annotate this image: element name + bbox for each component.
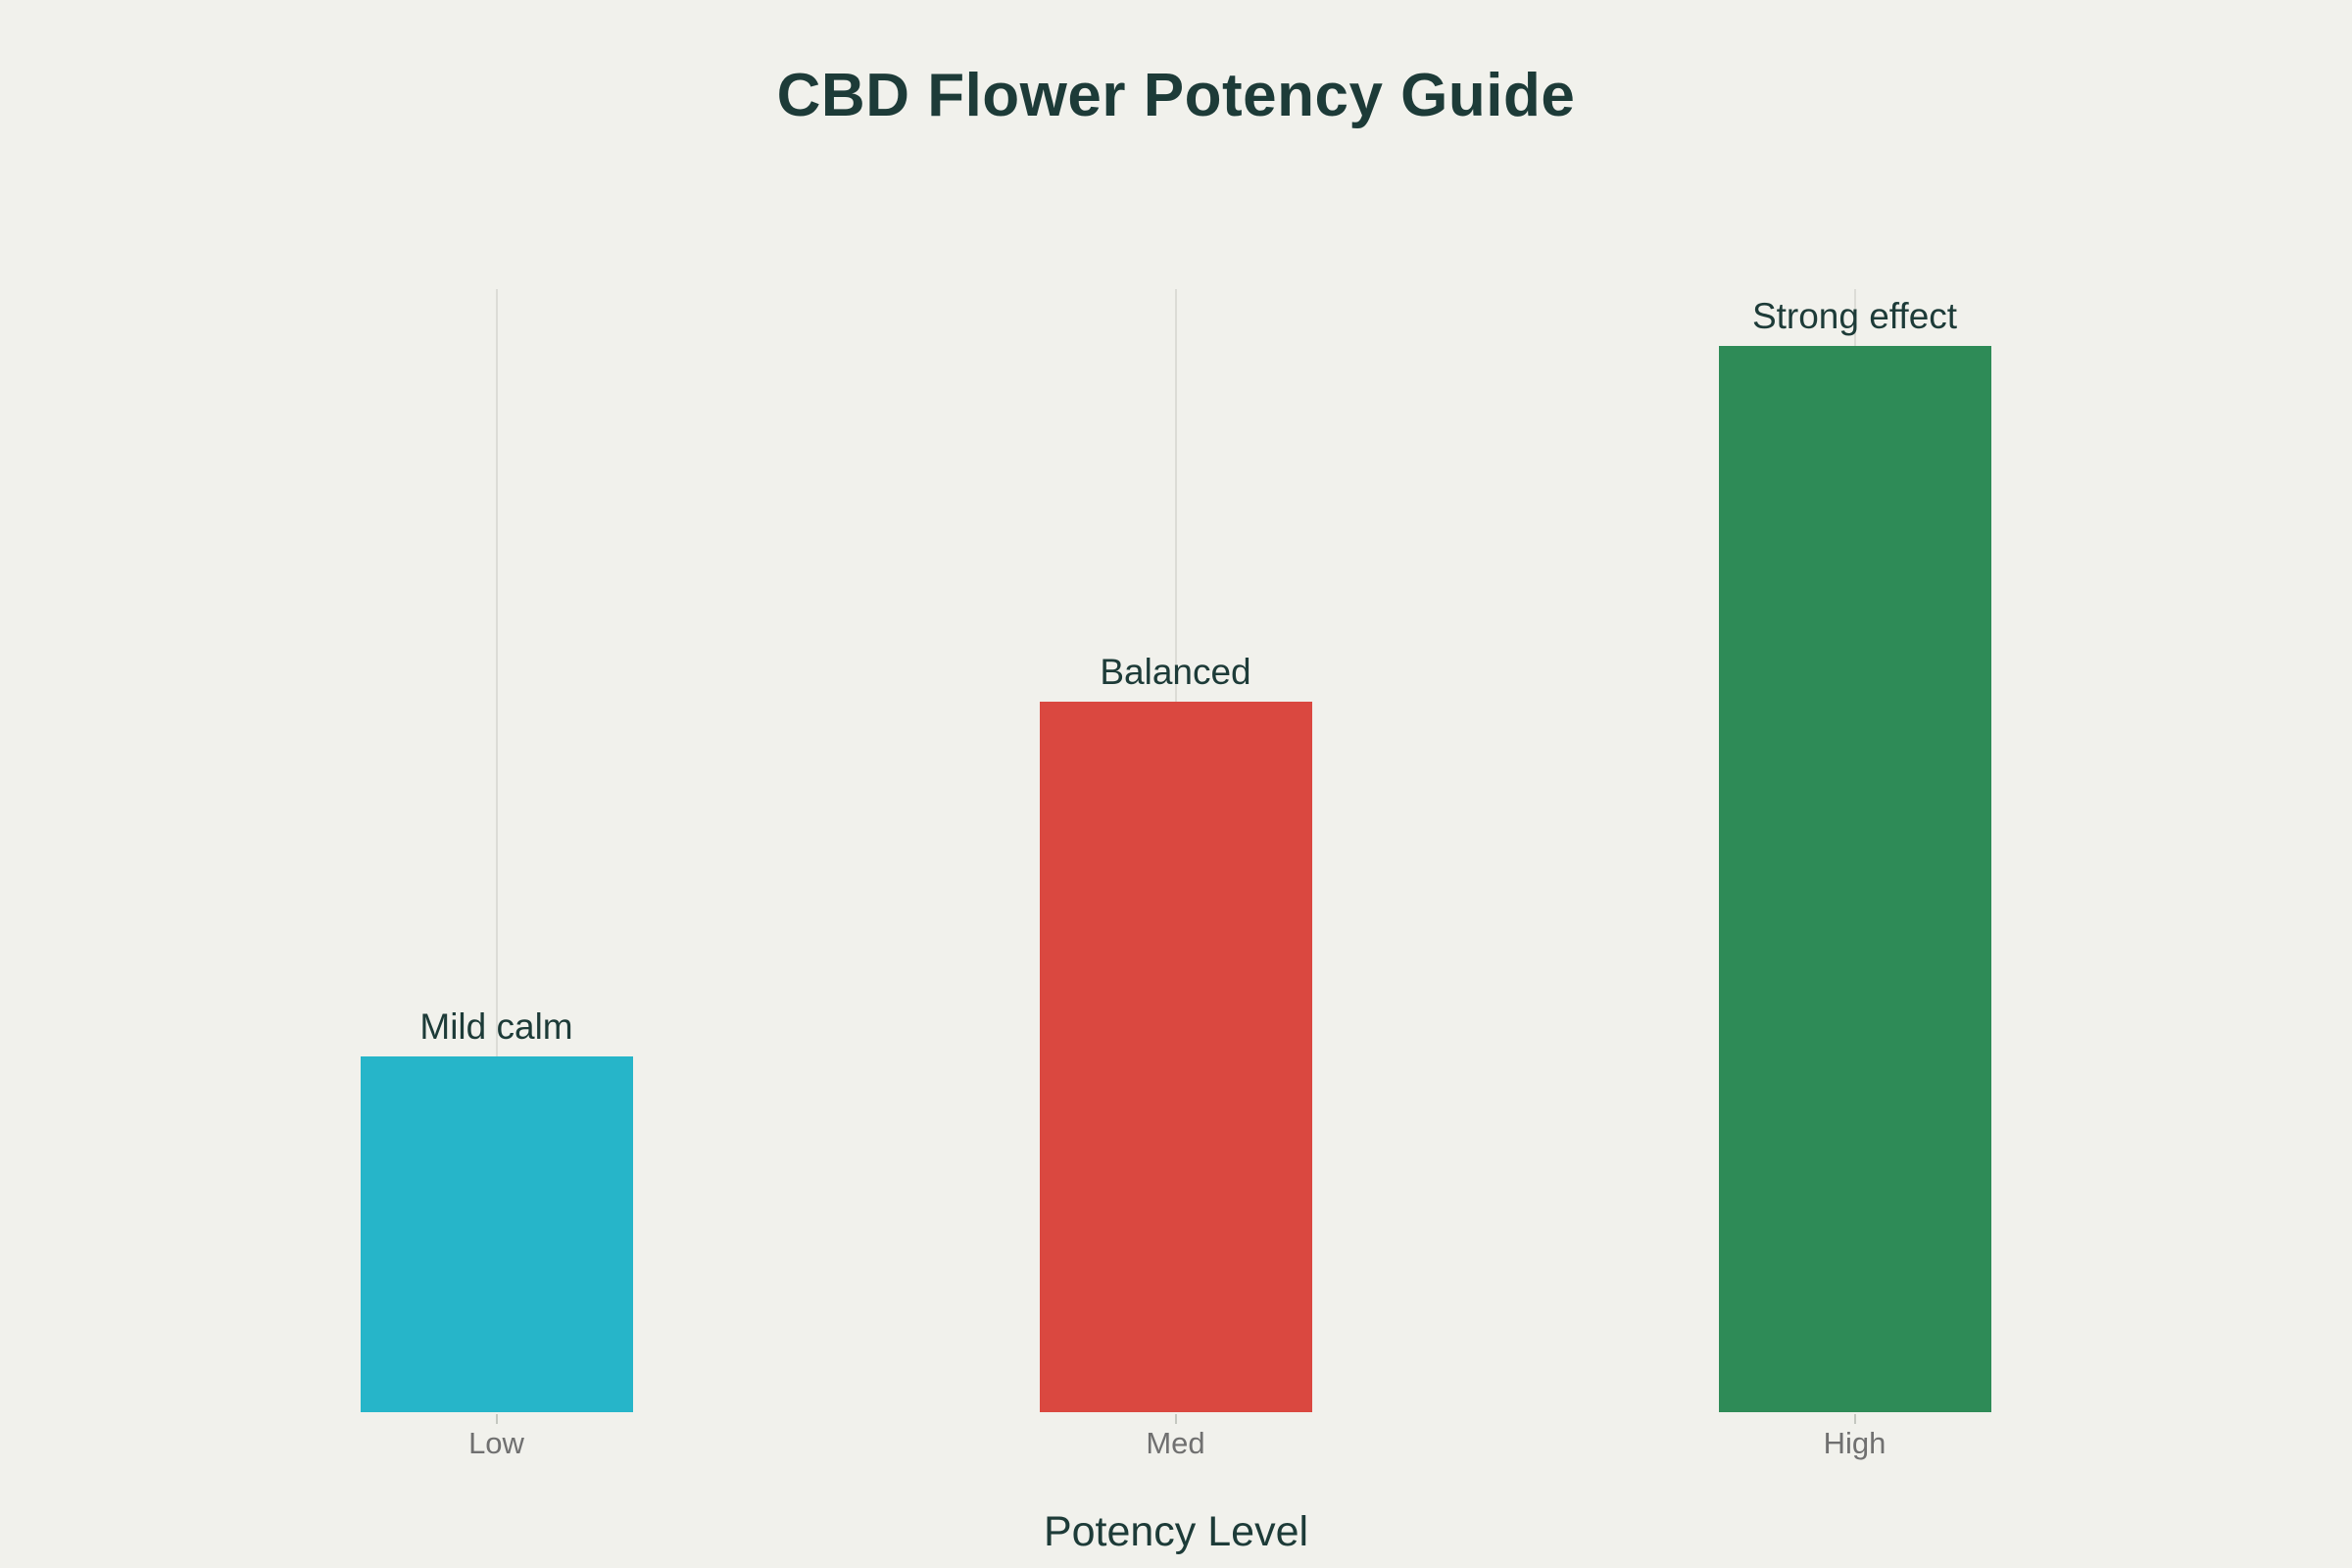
x-axis-title: Potency Level [1043,1508,1309,1555]
chart-column-med: Balanced Med [836,289,1515,1458]
chart-column-high: Strong effect High [1515,289,2194,1458]
tick-mark-med [1174,1414,1177,1424]
bar-label-low: Mild calm [419,1006,573,1047]
chart-column-low: Mild calm Low [157,289,836,1458]
bar-label-high: Strong effect [1751,296,1958,336]
tick-label-med: Med [1146,1426,1205,1460]
bar-high [1718,346,1991,1412]
bar-label-med: Balanced [1100,652,1251,692]
tick-label-low: Low [468,1426,524,1460]
tick-mark-high [1853,1414,1856,1424]
bar-med [1039,702,1312,1412]
tick-label-high: High [1823,1426,1886,1460]
tick-mark-low [495,1414,498,1424]
bar-low [360,1056,633,1412]
plot-area: Mild calm Low Balanced Med Strong effect… [157,289,2194,1458]
gridline-low [495,289,498,1412]
chart-title: CBD Flower Potency Guide [776,62,1576,129]
